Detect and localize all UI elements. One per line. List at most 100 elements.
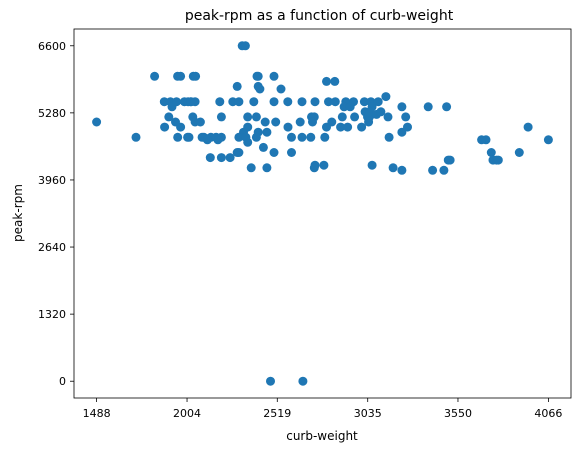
x-axis-ticks: 1488 2004 2519 3035 3550 4066 xyxy=(83,398,562,420)
data-point xyxy=(225,153,235,163)
chart-title: peak-rpm as a function of curb-weight xyxy=(185,8,454,24)
data-point xyxy=(543,135,553,145)
data-point xyxy=(295,117,305,127)
x-tick-label: 1488 xyxy=(83,407,111,420)
x-tick-label: 2004 xyxy=(173,407,201,420)
y-axis-label: peak-rpm xyxy=(11,184,25,242)
x-tick-label: 3035 xyxy=(354,407,382,420)
data-point xyxy=(241,132,251,142)
data-point xyxy=(343,122,353,132)
data-point xyxy=(330,97,340,107)
data-point xyxy=(262,127,272,137)
y-tick-label: 0 xyxy=(59,375,66,388)
data-point xyxy=(310,97,320,107)
data-point xyxy=(251,132,261,142)
data-point xyxy=(195,117,205,127)
data-point xyxy=(322,76,331,86)
data-point xyxy=(364,117,374,127)
data-point xyxy=(287,132,296,142)
y-tick-label: 6600 xyxy=(38,40,66,53)
data-point xyxy=(384,132,394,142)
data-point xyxy=(365,107,374,117)
data-point xyxy=(262,163,272,173)
data-point xyxy=(216,153,226,163)
data-point xyxy=(383,112,393,122)
data-point xyxy=(309,163,319,173)
data-point xyxy=(246,163,256,173)
data-point xyxy=(240,41,250,51)
data-point xyxy=(345,102,355,112)
data-point xyxy=(234,132,244,142)
data-point xyxy=(164,112,174,122)
data-point xyxy=(297,132,307,142)
y-tick-label: 5280 xyxy=(38,107,66,120)
data-point xyxy=(249,97,259,107)
data-point xyxy=(477,135,487,145)
data-point xyxy=(172,97,181,107)
data-point xyxy=(486,148,496,157)
data-point xyxy=(92,117,102,127)
data-point xyxy=(359,97,369,107)
data-point xyxy=(428,165,438,175)
data-point xyxy=(260,117,270,127)
data-point xyxy=(320,132,330,142)
data-point xyxy=(283,97,293,107)
points-layer xyxy=(92,41,553,386)
data-point xyxy=(373,97,383,107)
data-point xyxy=(327,117,337,127)
data-point xyxy=(514,148,524,157)
data-point xyxy=(276,84,286,94)
data-point xyxy=(297,97,307,107)
data-point xyxy=(319,160,329,170)
data-point xyxy=(243,112,253,122)
data-point xyxy=(243,122,253,132)
data-point xyxy=(258,142,268,152)
data-point xyxy=(205,153,215,163)
data-point xyxy=(253,71,263,81)
data-point xyxy=(215,97,225,107)
data-point xyxy=(336,122,346,132)
data-point xyxy=(266,376,275,386)
data-point xyxy=(306,132,316,142)
data-point xyxy=(287,148,296,157)
data-point xyxy=(255,84,265,94)
data-point xyxy=(397,165,407,175)
data-point xyxy=(445,155,455,165)
data-point xyxy=(388,163,398,173)
data-point xyxy=(376,107,386,117)
data-point xyxy=(234,97,244,107)
data-point xyxy=(324,97,333,107)
data-point xyxy=(183,132,193,142)
data-point xyxy=(403,122,412,132)
data-point xyxy=(171,117,180,127)
data-point xyxy=(298,376,308,386)
data-point xyxy=(232,148,242,157)
data-point xyxy=(202,135,212,145)
data-point xyxy=(350,112,360,122)
data-point xyxy=(173,132,183,142)
data-point xyxy=(269,71,279,81)
data-point xyxy=(442,102,452,112)
data-point xyxy=(176,71,186,81)
x-tick-label: 4066 xyxy=(534,407,562,420)
data-point xyxy=(191,71,201,81)
data-point xyxy=(269,148,279,157)
data-point xyxy=(232,81,242,91)
data-point xyxy=(160,122,170,132)
data-point xyxy=(397,102,407,112)
data-point xyxy=(493,155,503,165)
data-point xyxy=(357,122,367,132)
x-axis-label: curb-weight xyxy=(286,429,358,443)
data-point xyxy=(423,102,433,112)
data-point xyxy=(283,122,293,132)
data-point xyxy=(269,97,279,107)
y-tick-label: 3960 xyxy=(38,174,66,187)
data-point xyxy=(131,132,141,142)
y-tick-label: 1320 xyxy=(38,308,66,321)
y-tick-label: 2640 xyxy=(38,241,66,254)
x-tick-label: 2519 xyxy=(263,407,291,420)
data-point xyxy=(523,122,533,132)
data-point xyxy=(381,92,391,102)
data-point xyxy=(308,117,317,127)
